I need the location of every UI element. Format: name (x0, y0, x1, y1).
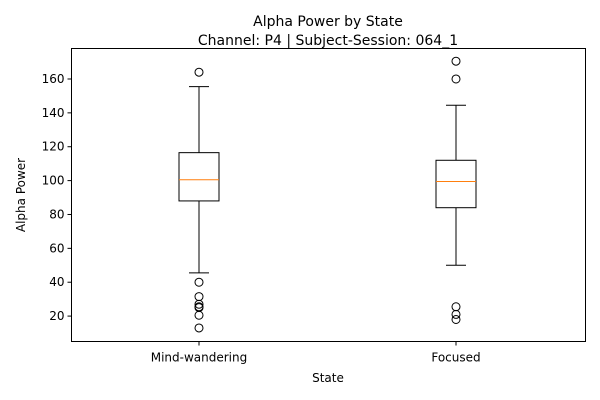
y-tick-label: 20 (49, 309, 64, 323)
outlier-point (194, 67, 204, 77)
outlier-point (451, 314, 461, 324)
y-tick-label: 80 (49, 207, 64, 221)
y-tick-label: 60 (49, 241, 64, 255)
box-group (178, 67, 220, 333)
y-tick-label: 120 (42, 140, 65, 154)
outlier-point (194, 323, 204, 333)
chart-title: Alpha Power by State (253, 14, 403, 30)
outlier-point (194, 299, 204, 309)
box-group (435, 56, 477, 324)
chart-subtitle: Channel: P4 | Subject-Session: 064_1 (198, 33, 458, 49)
y-axis-label: Alpha Power (14, 158, 28, 232)
outlier-point (451, 309, 461, 319)
y-axis: 20 40 60 80 100 120 140 160 (42, 72, 72, 323)
y-tick-label: 100 (42, 174, 65, 188)
outlier-point (194, 310, 204, 320)
outlier-point (451, 56, 461, 66)
y-tick-label: 160 (42, 72, 65, 86)
axes-frame (71, 48, 586, 342)
y-tick-label: 40 (49, 275, 64, 289)
x-tick-label: Focused (431, 351, 480, 365)
iqr-box (178, 152, 220, 202)
outlier-point (451, 74, 461, 84)
x-axis: Mind-wandering Focused (151, 341, 481, 365)
x-axis-label: State (312, 371, 344, 385)
y-tick-label: 140 (42, 106, 65, 120)
outlier-point (194, 277, 204, 287)
plot-area (178, 56, 477, 333)
x-tick-label: Mind-wandering (151, 351, 248, 365)
iqr-box (435, 159, 477, 209)
